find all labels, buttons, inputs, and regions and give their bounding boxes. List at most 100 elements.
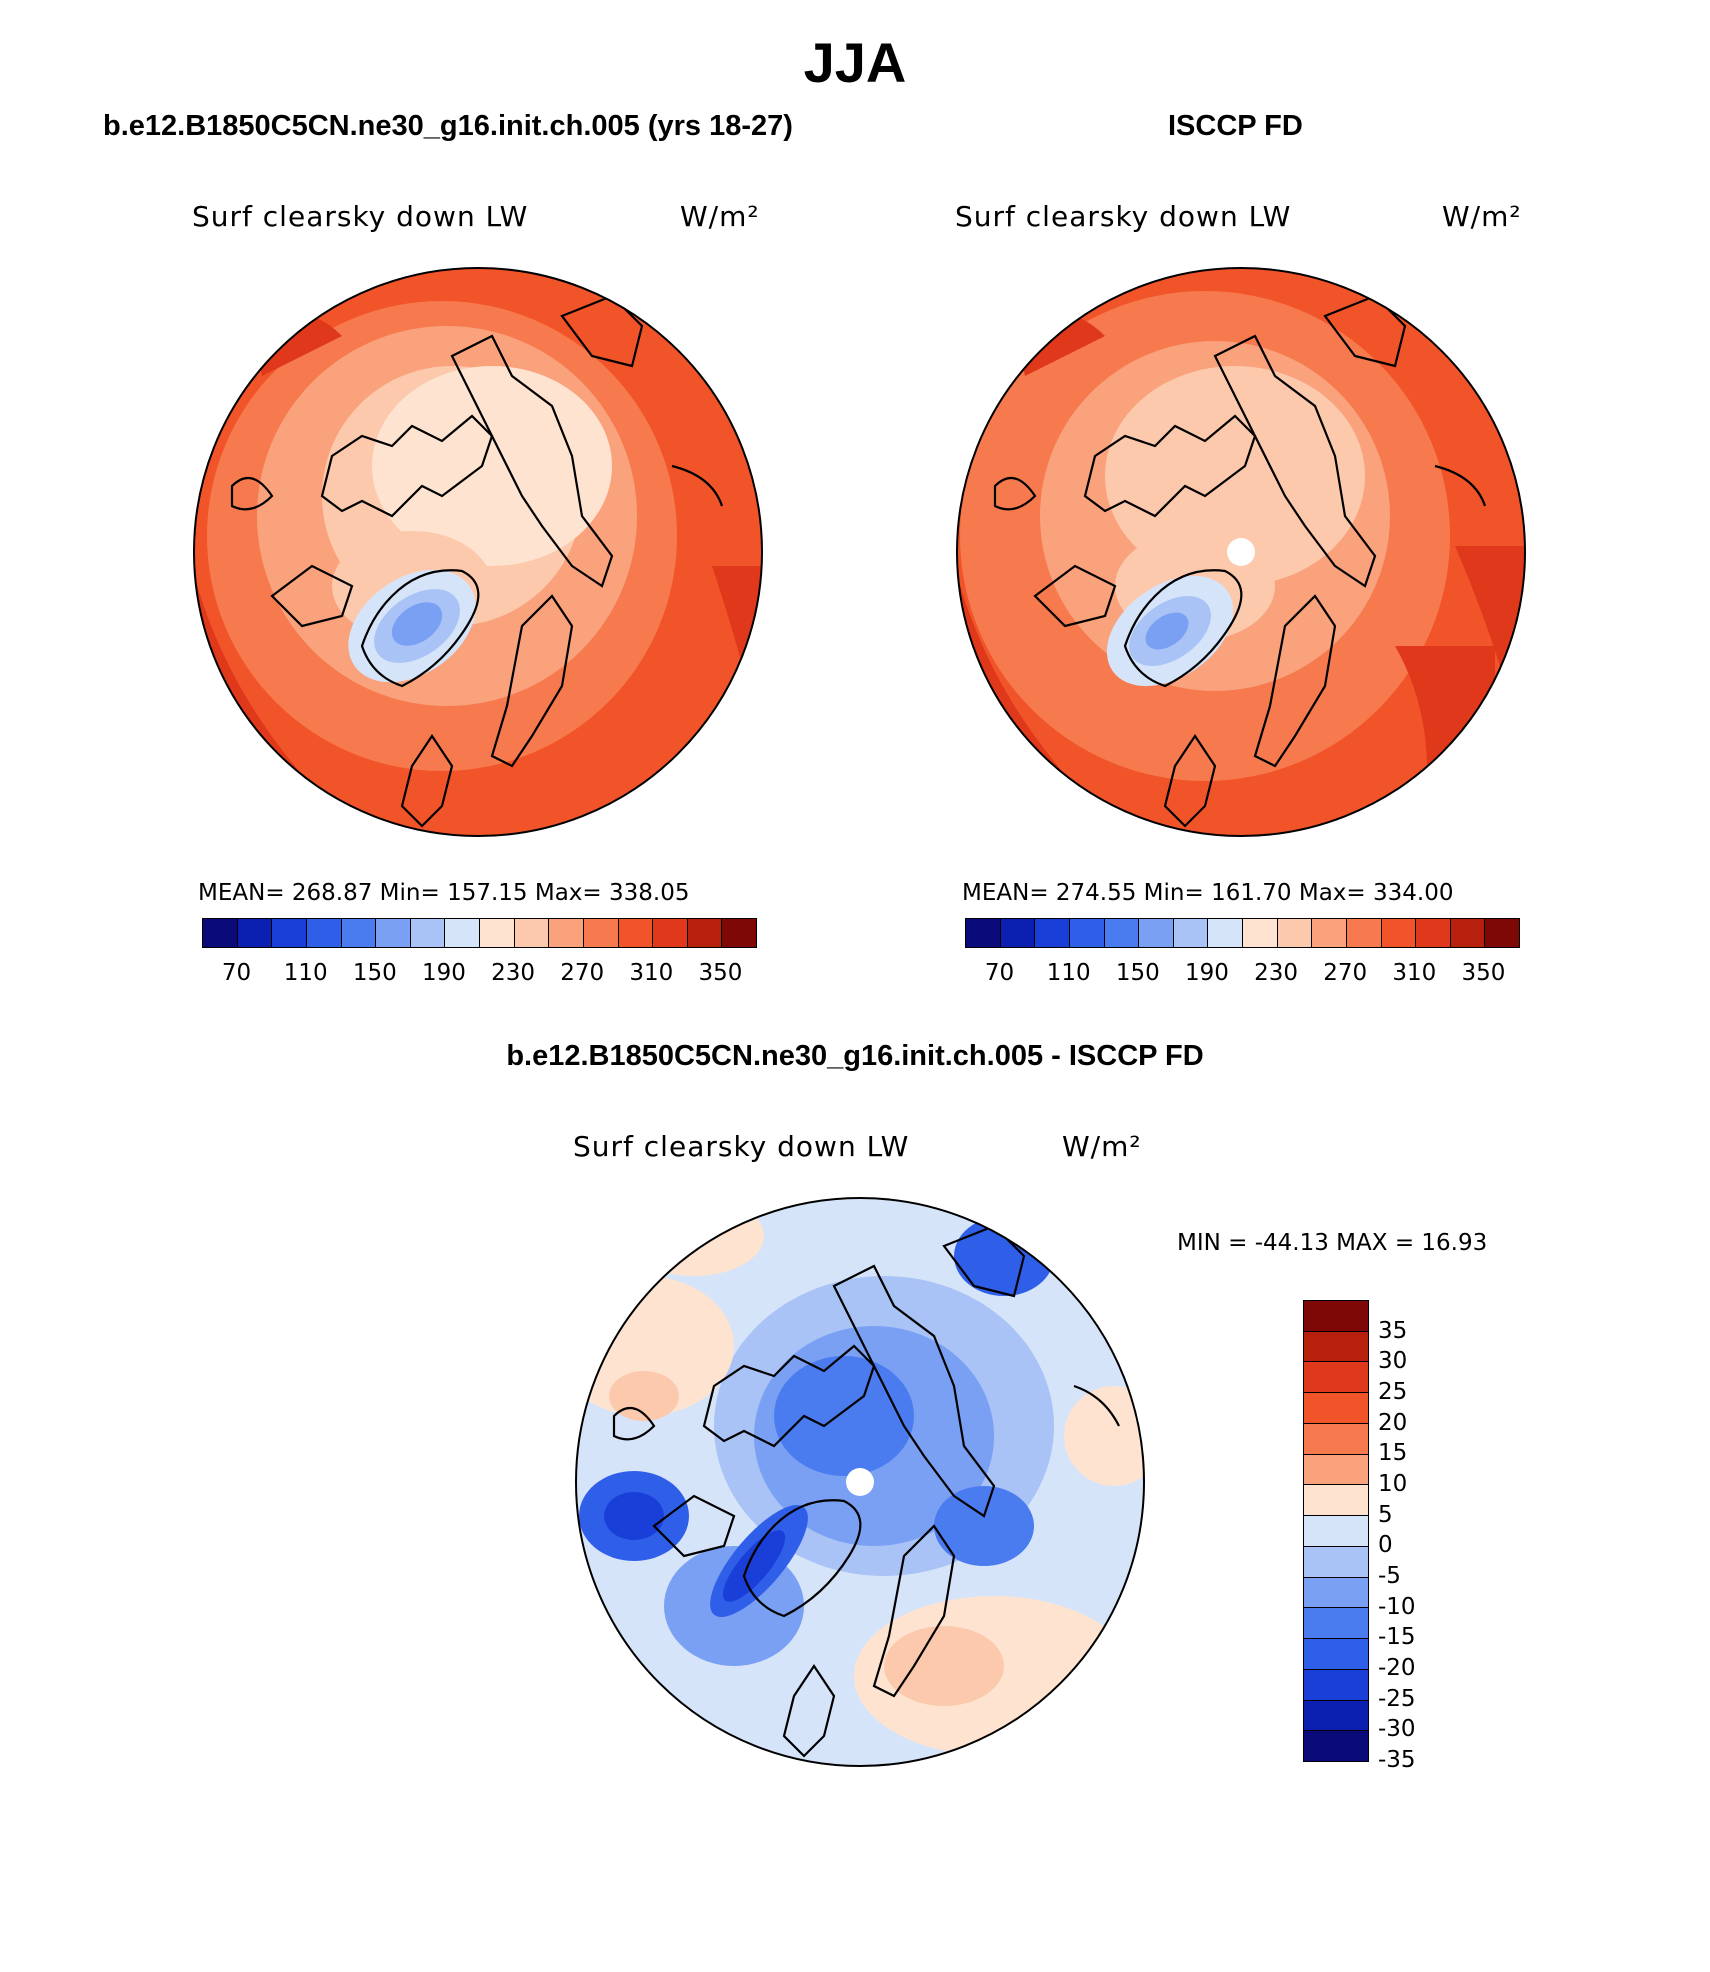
diff-colorbar bbox=[1303, 1300, 1369, 1762]
colorbar-swatch bbox=[1000, 919, 1036, 947]
colorbar-tick-label: -25 bbox=[1378, 1685, 1416, 1712]
colorbar-tick-label: 15 bbox=[1378, 1440, 1408, 1467]
left-units-label: W/m² bbox=[680, 200, 760, 233]
colorbar-tick-label: 270 bbox=[560, 960, 605, 986]
diff-variable-label: Surf clearsky down LW bbox=[573, 1130, 910, 1163]
left-variable-label: Surf clearsky down LW bbox=[192, 200, 529, 233]
colorbar-swatch bbox=[341, 919, 377, 947]
colorbar-tick-label: 230 bbox=[491, 960, 536, 986]
colorbar-swatch bbox=[1035, 919, 1070, 947]
colorbar-swatch bbox=[1304, 1577, 1368, 1609]
colorbar-swatch bbox=[1346, 919, 1382, 947]
colorbar-swatch bbox=[583, 919, 619, 947]
left-panel-title: b.e12.B1850C5CN.ne30_g16.init.ch.005 (yr… bbox=[103, 110, 793, 142]
diff-units-label: W/m² bbox=[1062, 1130, 1142, 1163]
colorbar-swatch bbox=[1450, 919, 1486, 947]
right-variable-label: Surf clearsky down LW bbox=[955, 200, 1292, 233]
colorbar-swatch bbox=[237, 919, 273, 947]
colorbar-swatch bbox=[306, 919, 342, 947]
colorbar-swatch bbox=[514, 919, 550, 947]
left-colorbar bbox=[202, 918, 757, 948]
colorbar-swatch bbox=[1304, 1546, 1368, 1578]
colorbar-swatch bbox=[1304, 1301, 1368, 1332]
colorbar-swatch bbox=[618, 919, 654, 947]
colorbar-tick-label: 5 bbox=[1378, 1501, 1393, 1528]
right-polar-map bbox=[956, 267, 1526, 837]
colorbar-swatch bbox=[722, 919, 756, 947]
colorbar-tick-label: 110 bbox=[283, 960, 328, 986]
colorbar-swatch bbox=[376, 919, 411, 947]
right-panel-title: ISCCP FD bbox=[1168, 110, 1303, 142]
colorbar-swatch bbox=[1304, 1608, 1368, 1640]
colorbar-tick-label: -35 bbox=[1378, 1747, 1416, 1773]
colorbar-tick-label: -5 bbox=[1378, 1563, 1401, 1589]
colorbar-swatch bbox=[1104, 919, 1140, 947]
colorbar-tick-label: 190 bbox=[1184, 960, 1229, 986]
colorbar-swatch bbox=[1069, 919, 1105, 947]
colorbar-tick-label: 30 bbox=[1378, 1348, 1408, 1375]
colorbar-swatch bbox=[272, 919, 307, 947]
colorbar-tick-label: 25 bbox=[1378, 1379, 1408, 1405]
colorbar-swatch bbox=[1485, 919, 1519, 947]
colorbar-swatch bbox=[1312, 919, 1347, 947]
colorbar-tick-label: 70 bbox=[984, 960, 1015, 986]
diff-colorbar-ticks: 35 30 25 20 15 10 5 0 -5 -10 -15 -20 -25… bbox=[1378, 1300, 1458, 1773]
colorbar-tick-label: 35 bbox=[1378, 1317, 1408, 1344]
colorbar-swatch bbox=[1243, 919, 1278, 947]
colorbar-swatch bbox=[1304, 1485, 1368, 1517]
colorbar-tick-label: 10 bbox=[1378, 1471, 1408, 1497]
colorbar-tick-label: 350 bbox=[1461, 960, 1506, 986]
diff-minmax: MIN = -44.13 MAX = 16.93 bbox=[1177, 1230, 1488, 1256]
colorbar-swatch bbox=[1304, 1516, 1368, 1547]
colorbar-swatch bbox=[1381, 919, 1417, 947]
colorbar-swatch bbox=[1173, 919, 1209, 947]
colorbar-swatch bbox=[966, 919, 1001, 947]
right-colorbar-ticks: 70 110 150 190 230 270 310 350 bbox=[965, 960, 1518, 990]
right-stats: MEAN= 274.55 Min= 161.70 Max= 334.00 bbox=[962, 880, 1454, 906]
colorbar-swatch bbox=[1304, 1700, 1368, 1732]
colorbar-swatch bbox=[1304, 1454, 1368, 1486]
colorbar-tick-label: 230 bbox=[1254, 960, 1299, 986]
diff-panel-title: b.e12.B1850C5CN.ne30_g16.init.ch.005 - I… bbox=[506, 1040, 1204, 1072]
diff-polar-map bbox=[575, 1197, 1145, 1767]
colorbar-tick-label: 190 bbox=[421, 960, 466, 986]
colorbar-tick-label: 110 bbox=[1046, 960, 1091, 986]
colorbar-swatch bbox=[1208, 919, 1243, 947]
colorbar-swatch bbox=[1304, 1731, 1368, 1762]
colorbar-tick-label: -30 bbox=[1378, 1716, 1416, 1743]
left-stats: MEAN= 268.87 Min= 157.15 Max= 338.05 bbox=[198, 880, 690, 906]
colorbar-tick-label: -10 bbox=[1378, 1593, 1416, 1620]
colorbar-swatch bbox=[1304, 1639, 1368, 1670]
colorbar-swatch bbox=[1304, 1423, 1368, 1455]
colorbar-tick-label: 150 bbox=[352, 960, 397, 986]
colorbar-swatch bbox=[653, 919, 688, 947]
pole-hole bbox=[846, 1468, 874, 1496]
colorbar-swatch bbox=[1304, 1362, 1368, 1394]
colorbar-swatch bbox=[410, 919, 446, 947]
colorbar-swatch bbox=[1139, 919, 1174, 947]
right-colorbar bbox=[965, 918, 1520, 948]
colorbar-tick-label: 350 bbox=[698, 960, 743, 986]
pole-hole bbox=[1227, 538, 1255, 566]
colorbar-tick-label: 0 bbox=[1378, 1532, 1393, 1559]
colorbar-tick-label: 70 bbox=[221, 960, 252, 986]
figure-title: JJA bbox=[803, 31, 907, 94]
colorbar-swatch bbox=[203, 919, 238, 947]
colorbar-tick-label: 150 bbox=[1115, 960, 1160, 986]
left-polar-map bbox=[193, 267, 763, 837]
colorbar-swatch bbox=[480, 919, 515, 947]
colorbar-swatch bbox=[1416, 919, 1451, 947]
colorbar-tick-label: 20 bbox=[1378, 1409, 1408, 1436]
right-units-label: W/m² bbox=[1442, 200, 1522, 233]
colorbar-swatch bbox=[1304, 1331, 1368, 1363]
colorbar-swatch bbox=[1304, 1393, 1368, 1424]
colorbar-swatch bbox=[445, 919, 480, 947]
colorbar-swatch bbox=[1304, 1669, 1368, 1701]
colorbar-tick-label: 270 bbox=[1323, 960, 1368, 986]
colorbar-tick-label: 310 bbox=[629, 960, 674, 986]
colorbar-swatch bbox=[549, 919, 584, 947]
colorbar-swatch bbox=[687, 919, 723, 947]
colorbar-tick-label: -20 bbox=[1378, 1655, 1416, 1681]
colorbar-tick-label: -15 bbox=[1378, 1624, 1416, 1651]
left-colorbar-ticks: 70 110 150 190 230 270 310 350 bbox=[202, 960, 755, 990]
